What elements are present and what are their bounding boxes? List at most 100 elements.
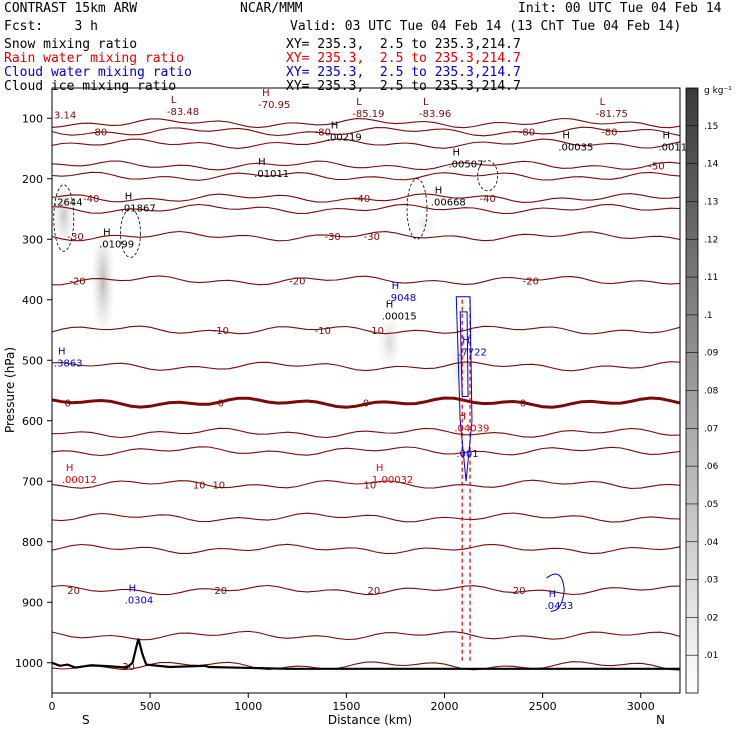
extremum-marker-11: H <box>435 185 443 196</box>
isotherm-label-20-0: 20 <box>67 586 80 597</box>
isotherm-label--20-0: -20 <box>289 276 305 287</box>
extremum-value-18: .7722 <box>458 347 487 358</box>
isotherm--60 <box>51 138 681 149</box>
isotherm-label-20-1: 20 <box>214 586 227 597</box>
cloud-ice-contour-1 <box>120 208 141 258</box>
header-title-left: CONTRAST 15km ARW <box>4 1 138 16</box>
colorbar-tick-label-11: .12 <box>704 235 718 245</box>
extremum-value-4: -81.75 <box>596 109 628 120</box>
extremum-marker-12: H <box>125 191 133 202</box>
field-name-rain: Rain water mixing ratio <box>4 51 185 66</box>
isotherm-label-20-3: 20 <box>513 586 526 597</box>
y-tick-label-400: 400 <box>22 294 43 307</box>
x-axis-title: Distance (km) <box>328 713 412 727</box>
extremum-marker-4: L <box>600 97 606 108</box>
y-tick-label-1000: 1000 <box>15 657 43 670</box>
x-tick-label-1500: 1500 <box>332 700 360 713</box>
field-xy-rain: XY= 235.3, 2.5 to 235.3,214.7 <box>286 51 521 66</box>
colorbar-tick-label-2: .03 <box>704 576 718 586</box>
isotherm-label--40-0: -40 <box>83 194 99 205</box>
isotherm-label--10-0: -10 <box>213 326 229 337</box>
isotherm-label-0-3: 0 <box>65 399 71 410</box>
extremum-value-1: -83.48 <box>167 107 199 118</box>
isotherm-13 <box>51 512 681 523</box>
colorbar-tick-label-0: .01 <box>704 651 718 661</box>
isotherm-30 <box>51 661 681 671</box>
x-tick-label-3000: 3000 <box>627 700 655 713</box>
extremum-marker-22: H <box>376 463 384 474</box>
extremum-marker-9: H <box>452 147 460 158</box>
isotherm-label--10-2: -10 <box>368 326 384 337</box>
terrain-line <box>51 638 680 670</box>
header-title-center: NCAR/MMM <box>240 1 303 16</box>
isotherm-label--80-1: -80 <box>315 128 331 139</box>
cloud-water-contour-0 <box>455 296 473 482</box>
x-axis-right-label: N <box>656 713 665 727</box>
header-forecast-hour: Fcst: 3 h <box>4 19 98 34</box>
y-tick-label-700: 700 <box>22 475 43 488</box>
snow-shading-2 <box>377 311 402 373</box>
isotherm--10 <box>51 325 681 335</box>
extremum-marker-10: H <box>258 157 266 168</box>
snow-shading-4 <box>448 336 473 397</box>
isotherm-label-0-1: 0 <box>363 399 369 410</box>
isotherm--45 <box>51 171 681 181</box>
x-tick-label-1000: 1000 <box>234 700 262 713</box>
extremum-marker-24: H <box>549 589 557 600</box>
extremum-value-7: .00035 <box>558 142 593 153</box>
isotherm-label--40-1: -40 <box>354 194 370 205</box>
field-name-cloud-water: Cloud water mixing ratio <box>4 65 192 80</box>
extremum-marker-21: H <box>66 463 74 474</box>
field-xy-cloud-water: XY= 235.3, 2.5 to 235.3,214.7 <box>286 65 521 80</box>
y-tick-label-800: 800 <box>22 536 43 549</box>
isotherm-label--20-1: -20 <box>523 276 539 287</box>
isotherm-20 <box>51 584 681 596</box>
extremum-marker-14: H <box>103 228 111 239</box>
extremum-marker-16: H <box>392 281 400 292</box>
extremum-marker-19: H <box>458 412 466 423</box>
extremum-value-3: -83.96 <box>419 109 451 120</box>
field-xy-cloud-ice: XY= 235.3, 2.5 to 235.3,214.7 <box>286 79 521 94</box>
cloud-ice-contour-0 <box>53 184 75 252</box>
colorbar-tick-label-3: .04 <box>704 538 719 548</box>
extremum-value-16: .9048 <box>388 293 417 304</box>
colorbar-tick-label-5: .06 <box>704 462 719 472</box>
plot-frame <box>51 87 681 694</box>
field-name-cloud-ice: Cloud ice mixing ratio <box>4 79 177 94</box>
isotherm--20 <box>51 275 681 286</box>
field-xy-snow: XY= 235.3, 2.5 to 235.3,214.7 <box>286 37 521 52</box>
extremum-marker-15: H <box>386 300 394 311</box>
y-tick-label-600: 600 <box>22 415 43 428</box>
colorbar: g kg⁻¹ .01 .02 .03 .04 .05 .06 .07 .08 .09 .1 .11.… <box>685 86 732 694</box>
cloud-ice-contour-2 <box>406 178 428 240</box>
cloud-water-contour-1 <box>459 311 469 398</box>
colorbar-tick-label-9: .1 <box>704 311 713 321</box>
extremum-value-15: .00015 <box>382 312 417 323</box>
extremum-value-11: .00668 <box>431 197 466 208</box>
extremum-value-23: .0304 <box>125 595 154 606</box>
isotherm-3 <box>51 427 681 439</box>
isotherm-label--50-0: -50 <box>648 161 664 172</box>
extremum-marker-3: L <box>423 97 429 108</box>
isotherm--5 <box>51 361 681 372</box>
x-tick-label-500: 500 <box>140 700 161 713</box>
extremum-value-22: 1.00032 <box>372 475 413 486</box>
isotherm-25 <box>51 630 681 641</box>
colorbar-tick-label-13: .14 <box>704 160 719 170</box>
extremum-value-19: .04039 <box>454 424 489 435</box>
colorbar-tick-label-6: .07 <box>704 424 718 434</box>
field-name-snow: Snow mixing ratio <box>4 37 138 52</box>
isotherm-label--30-1: -30 <box>324 232 340 243</box>
extremum-marker-18: H <box>462 335 470 346</box>
y-tick-label-900: 900 <box>22 596 43 609</box>
y-tick-label-100: 100 <box>22 112 43 125</box>
isotherm--50 <box>51 160 681 171</box>
colorbar-tick-label-14: .15 <box>704 122 718 132</box>
isotherm-label--10-1: -10 <box>315 326 331 337</box>
snow-shading-1 <box>91 221 116 343</box>
isotherm--35 <box>51 203 681 215</box>
extremum-marker-0: H <box>262 88 270 99</box>
colorbar-tick-label-10: .11 <box>704 273 718 283</box>
isotherm-label--80-0: -80 <box>91 128 107 139</box>
